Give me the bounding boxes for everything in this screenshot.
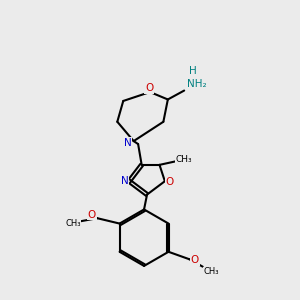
Text: N: N bbox=[124, 138, 132, 148]
Text: O: O bbox=[145, 83, 154, 94]
Text: H: H bbox=[189, 66, 196, 76]
Text: CH₃: CH₃ bbox=[176, 155, 192, 164]
Text: O: O bbox=[166, 177, 174, 187]
Text: CH₃: CH₃ bbox=[204, 267, 219, 276]
Text: CH₃: CH₃ bbox=[65, 219, 81, 228]
Text: O: O bbox=[88, 210, 96, 220]
Text: O: O bbox=[190, 255, 199, 266]
Text: NH₂: NH₂ bbox=[187, 79, 206, 89]
Text: N: N bbox=[121, 176, 129, 186]
